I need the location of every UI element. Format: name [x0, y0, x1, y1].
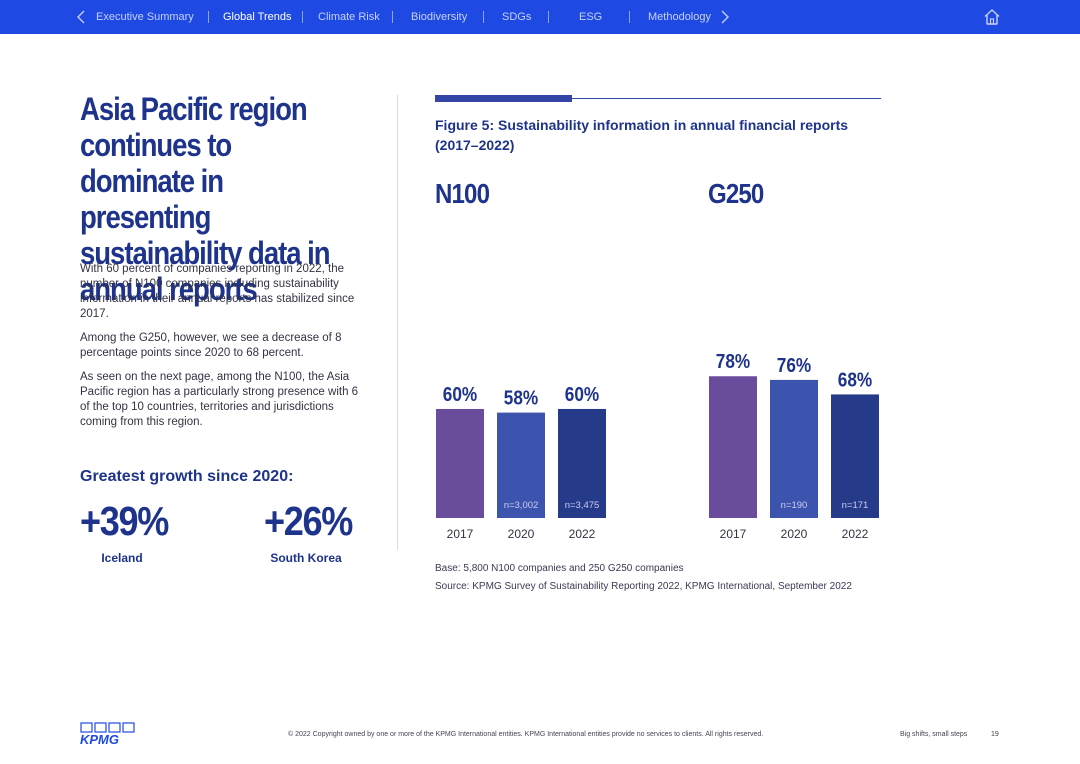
sample-size-label-n100-2020: n=3,002 [504, 500, 539, 511]
page-headline: Asia Pacific region continues to dominat… [80, 91, 331, 307]
x-tick-label-g250-2020: 2020 [781, 527, 808, 541]
x-tick-label-g250-2017: 2017 [720, 527, 747, 541]
nav-item-sdgs[interactable]: SDGs [502, 11, 532, 23]
home-icon[interactable] [983, 8, 1001, 26]
figure-source-note: Source: KPMG Survey of Sustainability Re… [435, 581, 852, 592]
svg-text:KPMG: KPMG [80, 732, 119, 746]
bar-n100-2020 [497, 412, 545, 518]
bar-g250-2022 [831, 394, 879, 518]
page-number: 19 [991, 731, 999, 738]
data-label-n100-2020: 58% [504, 386, 539, 409]
kpmg-logo: KPMG [80, 722, 135, 746]
data-label-g250-2022: 68% [838, 368, 873, 391]
growth-label-iceland: Iceland [101, 551, 143, 565]
figure-rule-line [572, 98, 881, 99]
nav-item-methodology[interactable]: Methodology [648, 11, 711, 23]
sample-size-label-g250-2020: n=190 [781, 500, 808, 511]
footer-tagline: Big shifts, small steps [900, 731, 968, 738]
body-paragraph-3: As seen on the next page, among the N100… [80, 371, 359, 428]
figure-title: Figure 5: Sustainability information in … [435, 117, 849, 153]
bar-g250-2017 [709, 376, 757, 518]
sample-size-label-n100-2022: n=3,475 [565, 500, 600, 511]
chart-group-title-g250: G250 [708, 178, 764, 209]
figure-base-note: Base: 5,800 N100 companies and 250 G250 … [435, 563, 684, 574]
nav-item-climate-risk[interactable]: Climate Risk [318, 11, 380, 23]
nav-item-esg[interactable]: ESG [579, 11, 603, 23]
body-paragraph-1: With 60 percent of companies reporting i… [80, 263, 355, 320]
sample-size-label-g250-2022: n=171 [842, 500, 869, 511]
growth-title: Greatest growth since 2020: [80, 468, 294, 485]
nav-separator [548, 11, 549, 23]
data-label-g250-2020: 76% [777, 354, 812, 377]
data-label-n100-2017: 60% [443, 383, 478, 406]
nav-separator [392, 11, 393, 23]
data-label-n100-2022: 60% [565, 383, 600, 406]
top-nav-bar: Executive Summary Global Trends Climate … [0, 0, 1080, 34]
x-tick-label-n100-2020: 2020 [508, 527, 535, 541]
nav-item-executive-summary[interactable]: Executive Summary [96, 11, 194, 23]
nav-separator [629, 11, 630, 23]
nav-separator [208, 11, 209, 23]
bar-g250-2020 [770, 379, 818, 518]
growth-label-south-korea: South Korea [270, 551, 342, 565]
x-tick-label-n100-2022: 2022 [569, 527, 596, 541]
nav-separator [302, 11, 303, 23]
x-tick-label-g250-2022: 2022 [842, 527, 869, 541]
data-label-g250-2017: 78% [716, 350, 751, 373]
x-tick-label-n100-2017: 2017 [447, 527, 474, 541]
growth-value-south-korea: +26% [264, 498, 353, 544]
body-paragraph-2: Among the G250, however, we see a decrea… [80, 332, 342, 359]
chart-group-title-n100: N100 [435, 178, 490, 209]
nav-item-biodiversity[interactable]: Biodiversity [411, 11, 468, 23]
column-divider [397, 95, 398, 550]
nav-separator [483, 11, 484, 23]
bar-n100-2022 [558, 408, 606, 518]
nav-item-global-trends[interactable]: Global Trends [223, 11, 292, 23]
bar-n100-2017 [436, 408, 484, 518]
figure-rule-accent [435, 95, 572, 102]
chevron-left-icon[interactable] [74, 9, 90, 25]
chevron-right-icon[interactable] [716, 9, 732, 25]
growth-value-iceland: +39% [80, 498, 169, 544]
footer-copyright: © 2022 Copyright owned by one or more of… [288, 731, 764, 738]
